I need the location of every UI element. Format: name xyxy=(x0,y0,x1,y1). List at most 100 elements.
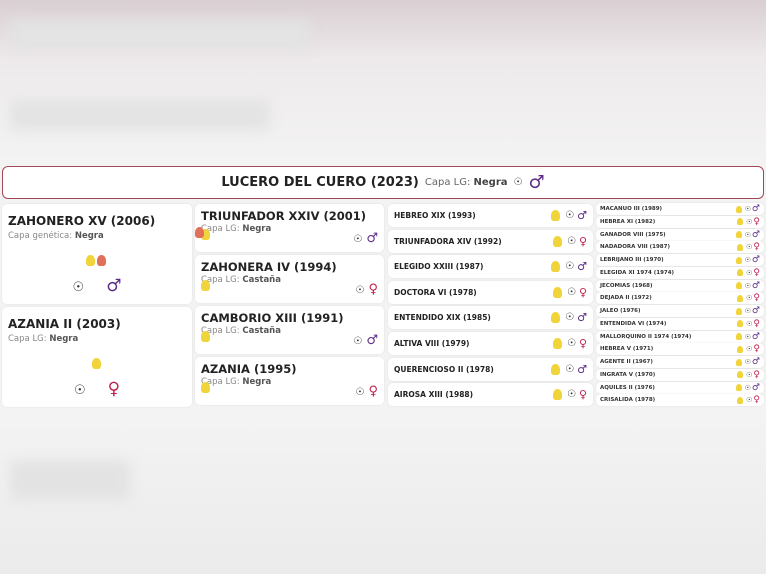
pedigree-card-parent[interactable]: ZAHONERO XV (2006) Capa genética: Negra … xyxy=(2,204,192,304)
male-icon: ♂ xyxy=(751,331,760,342)
medal-icon xyxy=(551,363,561,375)
pedigree-card-gen4[interactable]: JECOMIAS (1968) ☉ ♂ xyxy=(596,279,764,292)
pedigree-card-gen4[interactable]: ENTENDIDA VI (1974) ☉ ♀ xyxy=(596,317,764,330)
coat-icon: ☉ xyxy=(744,383,751,392)
female-icon: ♀ xyxy=(368,384,378,399)
blurred-background xyxy=(10,460,130,500)
coat-icon: ☉ xyxy=(744,256,751,264)
medal-icon xyxy=(735,358,742,366)
pedigree-card-gen3[interactable]: QUERENCIOSO II (1978) ☉ ♂ xyxy=(388,357,593,381)
pedigree-card-gen4[interactable]: NADADORA VIII (1987) ☉ ♀ xyxy=(596,241,764,254)
animal-name: HEBREA V (1971) xyxy=(600,346,654,353)
medal-icon xyxy=(201,331,210,342)
male-icon: ♂ xyxy=(577,311,587,325)
subject-name: LUCERO DEL CUERO (2023) xyxy=(221,175,419,190)
male-icon: ♂ xyxy=(577,260,587,274)
male-icon: ♂ xyxy=(751,306,760,316)
animal-name: ELEGIDA XI 1974 (1974) xyxy=(600,269,675,276)
animal-name: ZAHONERA IV (1994) xyxy=(201,260,337,274)
animal-capa: Capa LG: Negra xyxy=(201,377,272,387)
male-icon: ♂ xyxy=(751,255,760,265)
coat-icon: ☉ xyxy=(355,285,365,296)
pedigree-card-gen4[interactable]: AGENTE II (1967) ☉ ♂ xyxy=(596,356,764,368)
pedigree-card-parent[interactable]: AZANIA II (2003) Capa LG: Negra ☉ ♀ xyxy=(2,307,192,407)
animal-capa: Capa LG: Negra xyxy=(201,224,272,234)
medal-icon xyxy=(552,389,562,401)
male-icon: ♂ xyxy=(751,229,760,240)
coat-icon: ☉ xyxy=(744,230,751,239)
pedigree-card-gen4[interactable]: MALLORQUINO II 1974 (1974) ☉ ♂ xyxy=(596,330,764,343)
coat-icon: ☉ xyxy=(72,280,85,295)
pedigree-card-gen4[interactable]: INGRATA V (1970) ☉ ♀ xyxy=(596,368,764,381)
pedigree-card-gen4[interactable]: DEJADA II (1972) ☉ ♀ xyxy=(596,292,764,305)
female-icon: ♀ xyxy=(578,285,587,299)
animal-name: CRISALIDA (1978) xyxy=(600,397,656,404)
pedigree-card-gen3[interactable]: DOCTORA VI (1978) ☉ ♀ xyxy=(388,280,593,304)
pedigree-card-gen4[interactable]: HEBREA XI (1982) ☉ ♀ xyxy=(596,215,764,228)
animal-name: ALTIVA VIII (1979) xyxy=(394,339,470,348)
female-icon: ♀ xyxy=(578,388,587,402)
male-icon: ♂ xyxy=(751,357,760,367)
female-icon: ♀ xyxy=(578,234,587,248)
pedigree-card-gen3[interactable]: TRIUNFADORA XIV (1992) ☉ ♀ xyxy=(388,229,593,253)
pedigree-card-gen3[interactable]: AIROSA XIII (1988) ☉ ♀ xyxy=(388,383,593,407)
male-icon: ♂ xyxy=(366,231,378,246)
coat-icon: ☉ xyxy=(566,389,576,401)
medal-icon xyxy=(735,231,742,238)
pedigree-card-gen3[interactable]: ENTENDIDO XIX (1985) ☉ ♂ xyxy=(388,306,593,330)
pedigree-card-grandparent[interactable]: TRIUNFADOR XXIV (2001) Capa LG: Negra ☉ … xyxy=(195,204,384,252)
pedigree-card-gen4[interactable]: GANADOR VIII (1975) ☉ ♂ xyxy=(596,228,764,241)
animal-capa: Capa genética: Negra xyxy=(8,231,104,241)
medal-icon xyxy=(551,261,561,273)
pedigree-card-gen4[interactable]: HEBREA V (1971) ☉ ♀ xyxy=(596,343,764,356)
female-icon: ♀ xyxy=(107,379,121,399)
medal-icon xyxy=(735,333,742,340)
animal-name: MALLORQUINO II 1974 (1974) xyxy=(600,333,692,340)
pedigree-card-gen4[interactable]: MACANUO III (1989) ☉ ♂ xyxy=(596,203,764,215)
medal-icon xyxy=(86,255,95,266)
medal-icon xyxy=(201,280,210,291)
coat-icon: ☉ xyxy=(565,312,575,324)
pedigree-card-gen3[interactable]: HEBREO XIX (1993) ☉ ♂ xyxy=(388,204,593,227)
subject-header[interactable]: LUCERO DEL CUERO (2023) Capa LG: Negra ☉… xyxy=(2,166,764,199)
pedigree-card-gen4[interactable]: LEBRIJANO III (1970) ☉ ♂ xyxy=(596,254,764,266)
male-icon: ♂ xyxy=(366,333,378,348)
medal-icon xyxy=(735,205,742,213)
pedigree-card-gen4[interactable]: ELEGIDA XI 1974 (1974) ☉ ♀ xyxy=(596,266,764,279)
coat-icon: ☉ xyxy=(353,234,363,245)
pedigree-card-gen4[interactable]: AQUILES II (1976) ☉ ♂ xyxy=(596,381,764,394)
medals xyxy=(8,354,186,373)
medal-icon xyxy=(552,338,562,349)
pedigree-card-gen3[interactable]: ELEGIDO XXIII (1987) ☉ ♂ xyxy=(388,255,593,279)
pedigree-card-grandparent[interactable]: ZAHONERA IV (1994) Capa LG: Castaña ☉ ♀ xyxy=(195,255,384,303)
medal-icon xyxy=(195,227,204,238)
medal-icon xyxy=(737,320,744,328)
pedigree-card-grandparent[interactable]: AZANIA (1995) Capa LG: Negra ☉ ♀ xyxy=(195,357,384,405)
medal-icon xyxy=(735,282,742,289)
coat-icon: ☉ xyxy=(565,363,575,375)
animal-name: AZANIA II (2003) xyxy=(8,317,121,331)
coat-icon: ☉ xyxy=(746,396,753,405)
pedigree-card-gen3[interactable]: ALTIVA VIII (1979) ☉ ♀ xyxy=(388,332,593,355)
medals xyxy=(201,327,212,346)
coat-icon: ☉ xyxy=(744,205,751,213)
coat-icon: ☉ xyxy=(566,235,576,247)
animal-name: AIROSA XIII (1988) xyxy=(394,390,474,400)
pedigree-card-grandparent[interactable]: CAMBORIO XIII (1991) Capa LG: Castaña ☉ … xyxy=(195,306,384,354)
pedigree-card-gen4[interactable]: CRISALIDA (1978) ☉ ♀ xyxy=(596,394,764,407)
coat-icon: ☉ xyxy=(355,387,365,398)
animal-name: HEBREO XIX (1993) xyxy=(394,211,476,220)
animal-name: LEBRIJANO III (1970) xyxy=(600,257,664,263)
coat-icon: ☉ xyxy=(744,307,751,315)
female-icon: ♀ xyxy=(753,293,760,304)
animal-name: CAMBORIO XIII (1991) xyxy=(201,311,344,325)
animal-name: DEJADA II (1972) xyxy=(600,295,652,302)
medal-icon xyxy=(552,235,562,247)
male-icon: ♂ xyxy=(106,276,122,296)
animal-name: MACANUO III (1989) xyxy=(600,206,663,212)
female-icon: ♀ xyxy=(753,242,760,253)
pedigree-card-gen4[interactable]: JALEO (1976) ☉ ♂ xyxy=(596,305,764,317)
medals xyxy=(201,276,212,295)
icons: ☉ ♂ xyxy=(8,276,186,296)
coat-icon: ☉ xyxy=(744,281,751,290)
